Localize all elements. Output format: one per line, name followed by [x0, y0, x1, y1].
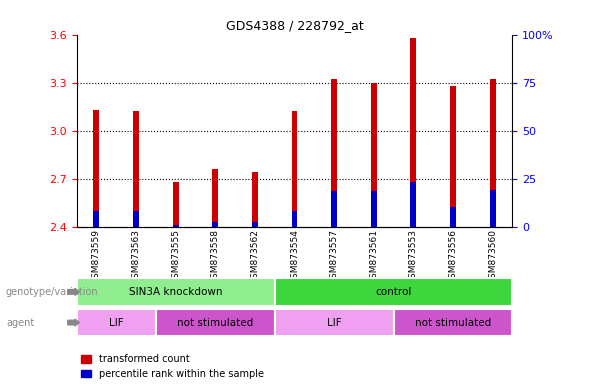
Text: not stimulated: not stimulated [415, 318, 491, 328]
Text: agent: agent [6, 318, 34, 328]
Bar [292, 111, 297, 227]
Bar [156, 309, 274, 336]
Bar [173, 182, 178, 227]
Bar [252, 222, 258, 227]
Bar [489, 190, 495, 227]
Text: GSM873558: GSM873558 [211, 229, 220, 284]
Bar [133, 210, 139, 227]
Bar [274, 309, 393, 336]
Bar [450, 86, 456, 227]
Bar [274, 278, 512, 306]
Bar [411, 38, 416, 227]
Text: GSM873560: GSM873560 [488, 229, 497, 284]
Text: GSM873553: GSM873553 [409, 229, 418, 284]
Text: not stimulated: not stimulated [177, 318, 253, 328]
Bar [292, 210, 297, 227]
Bar [450, 207, 456, 227]
Bar [331, 79, 337, 227]
Bar [371, 191, 377, 227]
Text: GSM873559: GSM873559 [92, 229, 101, 284]
Bar [212, 169, 218, 227]
Text: GSM873556: GSM873556 [448, 229, 458, 284]
Text: GSM873561: GSM873561 [369, 229, 378, 284]
Text: GSM873563: GSM873563 [131, 229, 141, 284]
Bar [94, 210, 100, 227]
Bar [173, 225, 178, 227]
Title: GDS4388 / 228792_at: GDS4388 / 228792_at [226, 19, 363, 32]
Text: GSM873554: GSM873554 [290, 229, 299, 284]
Text: GSM873557: GSM873557 [330, 229, 339, 284]
Text: control: control [375, 287, 412, 297]
Bar [133, 111, 139, 227]
Bar [331, 191, 337, 227]
Bar [411, 182, 416, 227]
Text: GSM873562: GSM873562 [250, 229, 259, 284]
Bar [212, 222, 218, 227]
Bar [94, 110, 100, 227]
Text: genotype/variation: genotype/variation [6, 287, 98, 297]
Bar [77, 278, 274, 306]
Bar [393, 309, 512, 336]
Text: SIN3A knockdown: SIN3A knockdown [129, 287, 223, 297]
Bar [371, 83, 377, 227]
Legend: transformed count, percentile rank within the sample: transformed count, percentile rank withi… [81, 354, 264, 379]
Bar [77, 309, 156, 336]
Text: LIF: LIF [109, 318, 124, 328]
Bar [489, 79, 495, 227]
Bar [252, 172, 258, 227]
Text: LIF: LIF [327, 318, 342, 328]
Text: GSM873555: GSM873555 [171, 229, 180, 284]
